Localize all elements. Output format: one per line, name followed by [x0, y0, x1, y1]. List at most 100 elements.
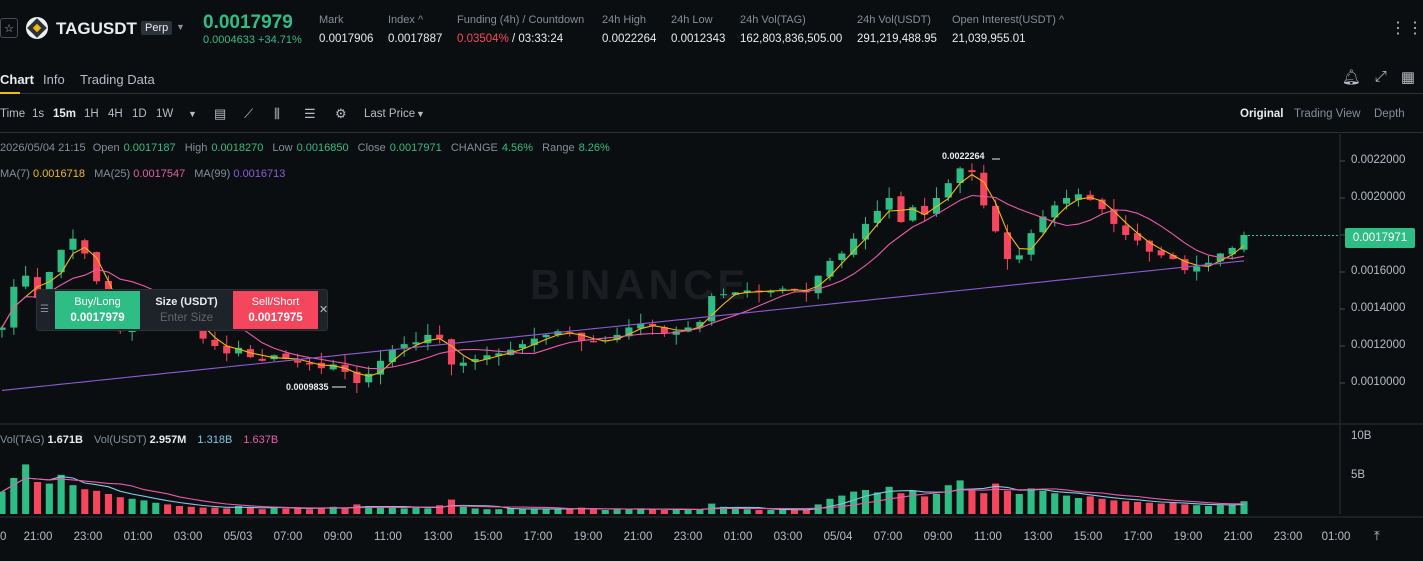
- timeframe-15m[interactable]: 15m: [53, 108, 77, 120]
- candle-body: [921, 205, 929, 215]
- buy-long-button[interactable]: Buy/Long 0.0017979: [55, 291, 140, 329]
- tab-trading-data[interactable]: Trading Data: [80, 72, 155, 87]
- candle-body: [542, 334, 550, 338]
- ohlc-legend: 2026/05/04 21:15 Open 0.0017187 High 0.001…: [0, 142, 616, 154]
- stat-value: 0.03504% / 03:33:24: [457, 33, 584, 45]
- time-axis-label: 17:00: [1123, 531, 1153, 543]
- marked-low-label: 0.0009835: [286, 382, 329, 392]
- volume-bar: [282, 508, 290, 514]
- vol-usdt-value: 2.957M: [149, 434, 187, 446]
- volume-bar: [436, 505, 444, 514]
- volume-bar: [992, 483, 1000, 514]
- candle-body: [1193, 266, 1201, 272]
- chart-area[interactable]: BINANCE 2026/05/04 21:15 Open 0.0017187 H…: [0, 134, 1423, 561]
- timeframe-1h[interactable]: 1H: [84, 108, 99, 120]
- volume-bar: [1074, 498, 1082, 514]
- candlestick-chart[interactable]: [0, 134, 1423, 561]
- candle-body: [897, 196, 905, 223]
- volume-bar: [69, 485, 77, 514]
- symbol-name[interactable]: TAGUSDT: [56, 19, 137, 38]
- layout-grid-icon[interactable]: ▦: [1400, 69, 1415, 86]
- candle-body: [530, 338, 538, 346]
- volume-bar: [412, 506, 420, 514]
- volume-bar: [258, 509, 266, 514]
- size-input[interactable]: Size (USDT) Enter Size: [140, 291, 233, 329]
- calendar-icon[interactable]: ▤: [214, 106, 227, 121]
- volume-bar: [341, 508, 349, 514]
- candle-body: [1122, 225, 1130, 235]
- volume-bar: [1216, 505, 1224, 514]
- sell-short-button[interactable]: Sell/Short 0.0017975: [233, 291, 318, 329]
- volume-bar: [566, 508, 574, 514]
- volume-bar: [270, 506, 278, 514]
- volume-bar: [1169, 502, 1177, 514]
- candle-body: [1228, 247, 1236, 255]
- candle-body: [45, 272, 53, 299]
- timeframe-1w[interactable]: 1W: [156, 108, 174, 120]
- view-trading-view[interactable]: Trading View: [1294, 108, 1361, 120]
- star-icon[interactable]: ☆: [0, 18, 18, 38]
- chevron-down-icon[interactable]: ▼: [176, 22, 185, 32]
- candle-body: [69, 238, 77, 250]
- more-dots-icon[interactable]: ⋮⋮: [1390, 20, 1423, 37]
- ma99-line: [1, 260, 1245, 391]
- candle-type-icon[interactable]: ⫼: [274, 106, 280, 121]
- vol-ma2-value: 1.637B: [243, 434, 279, 446]
- timeframe-4h[interactable]: 4H: [108, 108, 123, 120]
- candle-body: [495, 353, 503, 356]
- stat-label: Index ^: [388, 14, 424, 26]
- candle-body: [305, 362, 314, 365]
- timeframe-1d[interactable]: 1D: [132, 108, 147, 120]
- timeframe-time[interactable]: Time: [0, 108, 26, 120]
- vol-usdt-label: Vol(USDT): [94, 434, 147, 446]
- time-axis-label: 05/03: [223, 531, 253, 543]
- size-label: Size (USDT): [155, 296, 218, 308]
- candle-body: [637, 323, 645, 329]
- gear-icon[interactable]: ⚙: [335, 106, 347, 121]
- indicator-icon[interactable]: ⟋: [244, 106, 254, 121]
- candle-body: [294, 360, 302, 363]
- legend-open: 0.0017187: [123, 142, 176, 154]
- candle-body: [660, 327, 668, 334]
- volume-bar: [909, 490, 917, 514]
- timeframe-1s[interactable]: 1s: [32, 108, 45, 120]
- close-icon[interactable]: ✕: [319, 304, 329, 316]
- volume-bar: [507, 508, 515, 514]
- view-depth[interactable]: Depth: [1374, 108, 1405, 120]
- time-axis-label: 23:00: [673, 531, 703, 543]
- legend-high: 0.0018270: [211, 142, 264, 154]
- chevron-down-icon[interactable]: ▼: [416, 109, 425, 119]
- candle-body: [388, 349, 396, 363]
- volume-bar: [601, 510, 609, 514]
- timeframe-dropdown-icon[interactable]: ▼: [188, 109, 197, 119]
- settings-list-icon[interactable]: ☰: [304, 106, 316, 121]
- price-axis-label: 0.0020000: [1351, 191, 1406, 203]
- price-type-select[interactable]: Last Price: [364, 108, 416, 120]
- tab-info[interactable]: Info: [43, 72, 65, 87]
- candle-body: [932, 198, 941, 214]
- price-axis-label: 0.0012000: [1351, 339, 1406, 351]
- bell-icon[interactable]: 🔔︎: [1341, 69, 1361, 86]
- stat-24h-low: 24h Low 0.0012343: [671, 14, 725, 45]
- volume-bar: [743, 509, 751, 514]
- view-original[interactable]: Original: [1240, 108, 1284, 120]
- volume-bar: [885, 486, 893, 514]
- candle-body: [483, 355, 491, 360]
- expand-icon[interactable]: ⤢: [1374, 68, 1387, 85]
- stat-index[interactable]: Index ^ 0.0017887: [388, 14, 442, 45]
- reset-scale-icon[interactable]: ⤒: [1374, 528, 1380, 543]
- size-placeholder: Enter Size: [159, 312, 214, 324]
- volume-bar: [578, 507, 586, 514]
- drag-handle-icon[interactable]: ☰: [40, 304, 49, 315]
- candle-body: [731, 292, 739, 295]
- candle-body: [1169, 255, 1177, 260]
- funding-countdown: / 03:33:24: [508, 33, 564, 45]
- volume-bar: [483, 509, 491, 514]
- tab-chart[interactable]: Chart: [0, 72, 34, 87]
- candle-body: [211, 339, 219, 346]
- volume-bar: [1098, 498, 1106, 514]
- candle-body: [424, 334, 432, 344]
- stat-open-interest[interactable]: Open Interest(USDT) ^ 21,039,955.01: [952, 14, 1064, 45]
- volume-bar: [81, 489, 89, 514]
- volume-bar: [921, 496, 929, 514]
